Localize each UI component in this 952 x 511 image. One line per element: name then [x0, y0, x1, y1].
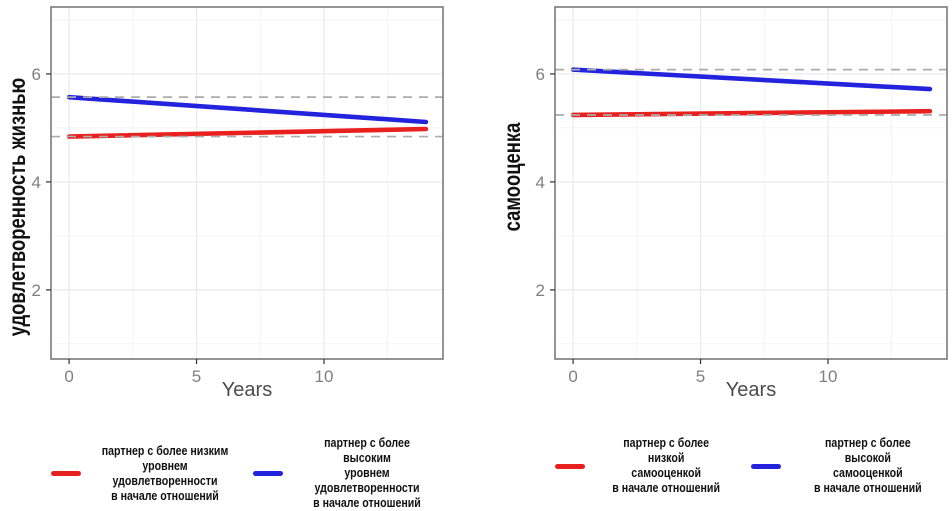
legend-entry: партнер с более высокой самооценкой в на…	[751, 436, 947, 496]
x-axis-title: Years	[725, 379, 777, 401]
legend-key-blue	[751, 463, 782, 469]
y-tick-label: 4	[32, 173, 41, 192]
x-tick-label: 0	[568, 367, 577, 386]
legend-key-red	[555, 463, 585, 469]
panel-border	[554, 6, 948, 360]
legend-key-blue	[253, 471, 283, 476]
panel-background	[555, 7, 947, 359]
y-tick-label: 2	[32, 281, 41, 300]
x-tick-label: 10	[819, 367, 838, 386]
x-axis-title: Years	[221, 379, 273, 401]
legend: партнер с более низким уровнем удовлетво…	[51, 436, 443, 511]
chart-self-esteem: самооценка 0 5 10 2 4 6 Years партнер с более…	[476, 0, 952, 504]
plot-area: 0 5 10 2 4 6	[32, 6, 444, 386]
legend-label: партнер с более высокой самооценкой в на…	[814, 436, 922, 495]
panel-border	[50, 6, 444, 360]
legend-entry: партнер с более низким уровнем удовлетво…	[51, 444, 241, 504]
legend-key-red	[51, 471, 81, 476]
y-tick-label: 4	[536, 173, 545, 192]
x-tick-label: 5	[696, 367, 705, 386]
legend: партнер с более низкой самооценкой в нач…	[555, 436, 947, 496]
x-tick-label: 10	[315, 367, 334, 386]
legend-label: партнер с более низким уровнем удовлетво…	[101, 443, 229, 503]
series-line-red	[570, 108, 933, 118]
x-tick-label: 5	[192, 367, 201, 386]
legend-label: партнер с более высоким уровнем удовлетв…	[313, 436, 421, 510]
panel-background	[51, 7, 443, 359]
legend-entry: партнер с более низкой самооценкой в нач…	[555, 436, 739, 496]
plot-area: 0 5 10 2 4 6	[536, 6, 948, 386]
series-line-blue	[570, 67, 933, 92]
legend-label: партнер с более низкой самооценкой в нач…	[612, 436, 720, 495]
y-tick-label: 6	[32, 65, 41, 84]
series-line-red	[66, 126, 429, 139]
legend-entry: партнер с более высоким уровнем удовлетв…	[253, 436, 443, 511]
y-tick-label: 2	[536, 281, 545, 300]
y-tick-label: 6	[536, 65, 545, 84]
series-line-blue	[66, 94, 429, 125]
chart-life-satisfaction: удовлетворенность жизнью 0 5 10 2 4 6 Years п…	[0, 0, 476, 510]
x-tick-label: 0	[64, 367, 73, 386]
